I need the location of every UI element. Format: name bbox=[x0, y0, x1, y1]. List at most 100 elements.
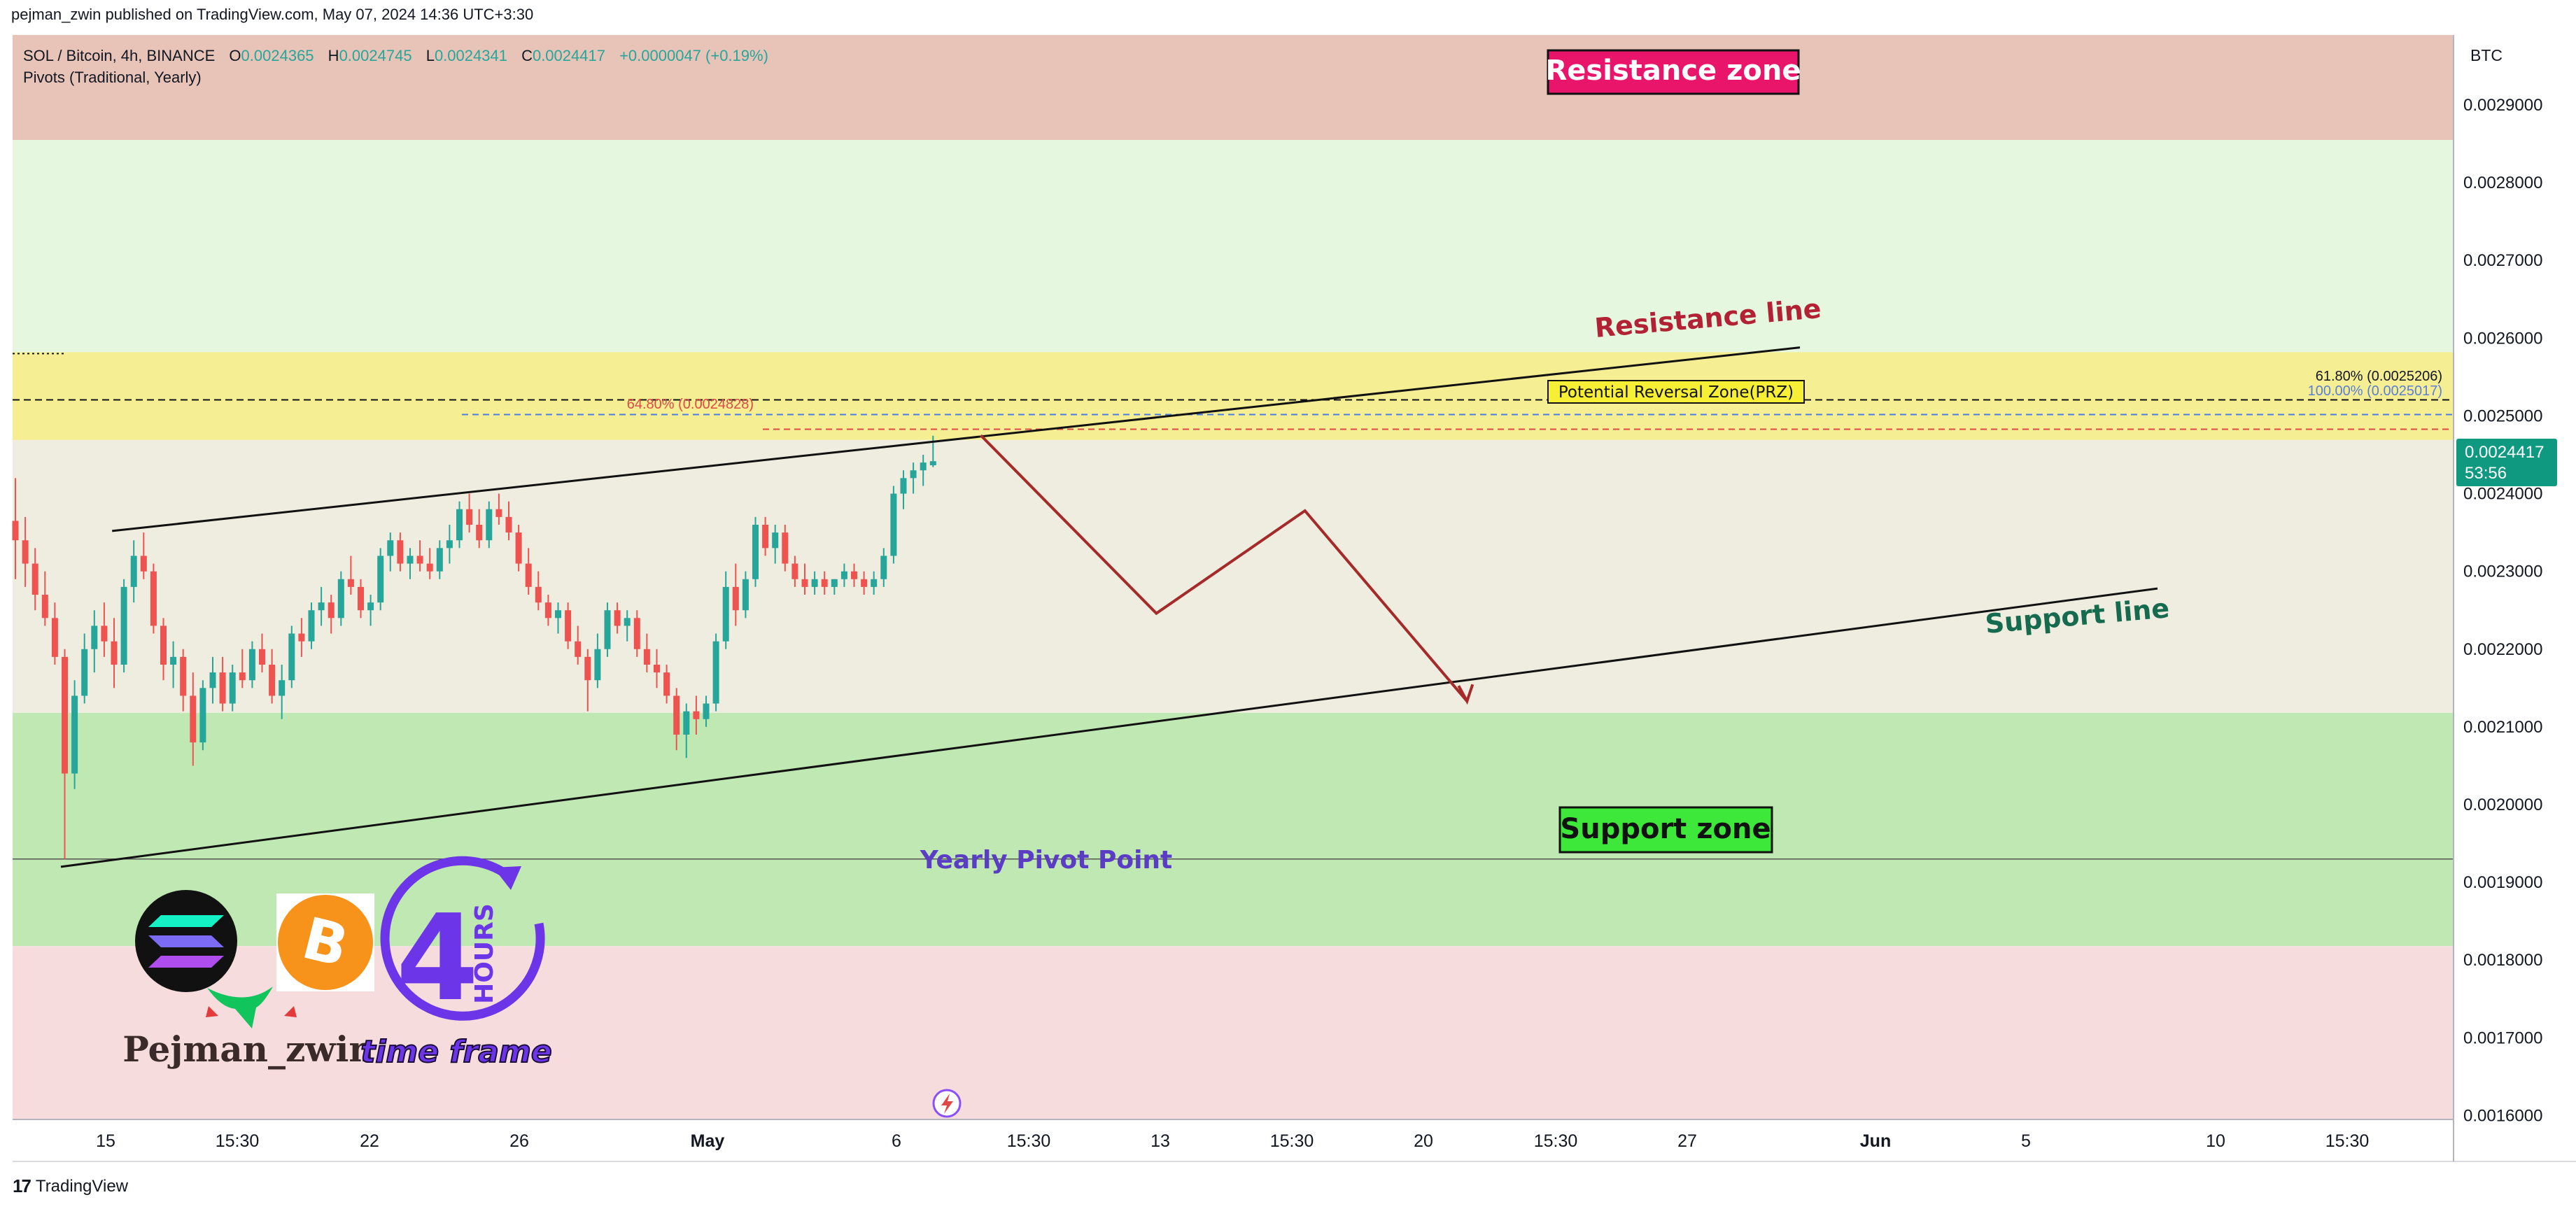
time-label: 10 bbox=[2206, 1131, 2225, 1151]
candle-70 bbox=[703, 695, 710, 727]
candle-8 bbox=[91, 610, 98, 673]
candle-45 bbox=[456, 501, 463, 549]
legend-line-1: SOL / Bitcoin, 4h, BINANCE O0.0024365 H0… bbox=[23, 47, 768, 64]
price-label: 0.0029000 bbox=[2463, 96, 2542, 115]
last-price-countdown: 53:56 bbox=[2465, 464, 2507, 483]
prz-badge bbox=[1547, 380, 1805, 404]
candle-78 bbox=[782, 525, 789, 572]
price-label: 0.0023000 bbox=[2463, 563, 2542, 581]
candle-81 bbox=[811, 571, 818, 595]
time-label: 27 bbox=[1677, 1131, 1697, 1151]
trendlines bbox=[60, 346, 2158, 868]
candle-22 bbox=[229, 665, 236, 712]
candle-body bbox=[407, 556, 414, 564]
candle-12 bbox=[130, 540, 137, 603]
fib-648-label: 64.80% (0.0024828) bbox=[627, 397, 754, 412]
candle-24 bbox=[248, 641, 255, 688]
candle-61 bbox=[614, 602, 621, 634]
time-label: 26 bbox=[509, 1131, 529, 1151]
candle-body bbox=[929, 461, 936, 465]
candle-41 bbox=[416, 540, 423, 572]
candle-26 bbox=[269, 649, 276, 704]
support-zone-label: Support zone bbox=[1560, 813, 1771, 845]
candle-body bbox=[861, 579, 868, 587]
candle-body bbox=[584, 656, 591, 681]
candle-65 bbox=[654, 649, 660, 688]
candle-body bbox=[71, 695, 78, 774]
candle-92 bbox=[920, 455, 927, 486]
candle-body bbox=[624, 618, 631, 626]
zone-1 bbox=[13, 140, 2454, 353]
candle-48 bbox=[486, 501, 493, 549]
candle-33 bbox=[337, 571, 344, 626]
candle-77 bbox=[772, 525, 779, 564]
candle-body bbox=[367, 602, 374, 611]
last-price-badge bbox=[2456, 439, 2557, 486]
price-label: 0.0027000 bbox=[2463, 251, 2542, 270]
candle-86 bbox=[861, 571, 868, 595]
lightning-icon[interactable] bbox=[932, 1089, 962, 1118]
prz-label: Potential Reversal Zone(PRZ) bbox=[1558, 383, 1794, 402]
candle-body bbox=[565, 610, 572, 642]
solana-logo-icon bbox=[135, 890, 237, 992]
candle-47 bbox=[476, 509, 483, 549]
legend-c-value: 0.0024417 bbox=[533, 47, 605, 64]
candle-3 bbox=[41, 571, 48, 626]
candle-2 bbox=[31, 548, 38, 611]
candle-84 bbox=[840, 563, 847, 587]
legend-h-label: H bbox=[328, 47, 339, 64]
candle-body bbox=[387, 540, 394, 556]
legend-c-label: C bbox=[521, 47, 533, 64]
resistance-zone-label: Resistance zone bbox=[1546, 55, 1801, 87]
footer-brand[interactable]: 17 TradingView bbox=[13, 1175, 128, 1197]
time-label: 15:30 bbox=[216, 1131, 260, 1151]
price-label: 0.0025000 bbox=[2463, 406, 2542, 425]
candle-body bbox=[782, 532, 789, 564]
legend-l-label: L bbox=[426, 47, 435, 64]
candle-body bbox=[525, 563, 532, 587]
candle-37 bbox=[377, 548, 384, 611]
candle-52 bbox=[525, 548, 532, 595]
time-frame-label: time frame bbox=[360, 1034, 551, 1070]
candle-body bbox=[239, 672, 246, 681]
candle-body bbox=[722, 586, 729, 642]
candle-31 bbox=[318, 586, 325, 626]
candle-body bbox=[752, 525, 759, 579]
candle-body bbox=[416, 556, 423, 564]
candle-body bbox=[31, 563, 38, 595]
candle-body bbox=[900, 478, 907, 494]
zone-5 bbox=[13, 946, 2454, 1119]
candle-36 bbox=[367, 595, 374, 626]
candle-body bbox=[555, 610, 561, 618]
projection bbox=[980, 434, 1474, 705]
candle-67 bbox=[673, 688, 680, 751]
candle-74 bbox=[742, 571, 749, 618]
candle-body bbox=[446, 540, 453, 549]
candle-body bbox=[12, 521, 19, 541]
price-label: 0.0017000 bbox=[2463, 1028, 2542, 1047]
candle-body bbox=[871, 579, 878, 587]
candle-54 bbox=[544, 595, 551, 626]
candle-body bbox=[476, 525, 483, 541]
time-label: 20 bbox=[1414, 1131, 1433, 1151]
candle-body bbox=[515, 532, 522, 564]
price-label: 0.0024000 bbox=[2463, 485, 2542, 504]
candle-body bbox=[683, 711, 690, 735]
candle-75 bbox=[752, 516, 759, 587]
candle-55 bbox=[555, 602, 561, 634]
candle-body bbox=[703, 703, 710, 719]
resistance-trendline bbox=[112, 346, 1801, 532]
candle-39 bbox=[397, 532, 404, 572]
candle-11 bbox=[120, 579, 127, 673]
time-label: 15:30 bbox=[2325, 1131, 2370, 1151]
candle-body bbox=[229, 672, 236, 704]
zone-3 bbox=[13, 439, 2454, 713]
candle-21 bbox=[219, 656, 226, 712]
candle-body bbox=[347, 579, 354, 587]
price-label: 0.0028000 bbox=[2463, 174, 2542, 192]
logo: B Pejman_zwin 4 HOURS time frame bbox=[122, 856, 553, 1070]
candle-body bbox=[269, 665, 276, 696]
candle-body bbox=[791, 563, 798, 579]
candle-body bbox=[456, 509, 463, 541]
candle-body bbox=[643, 649, 650, 665]
